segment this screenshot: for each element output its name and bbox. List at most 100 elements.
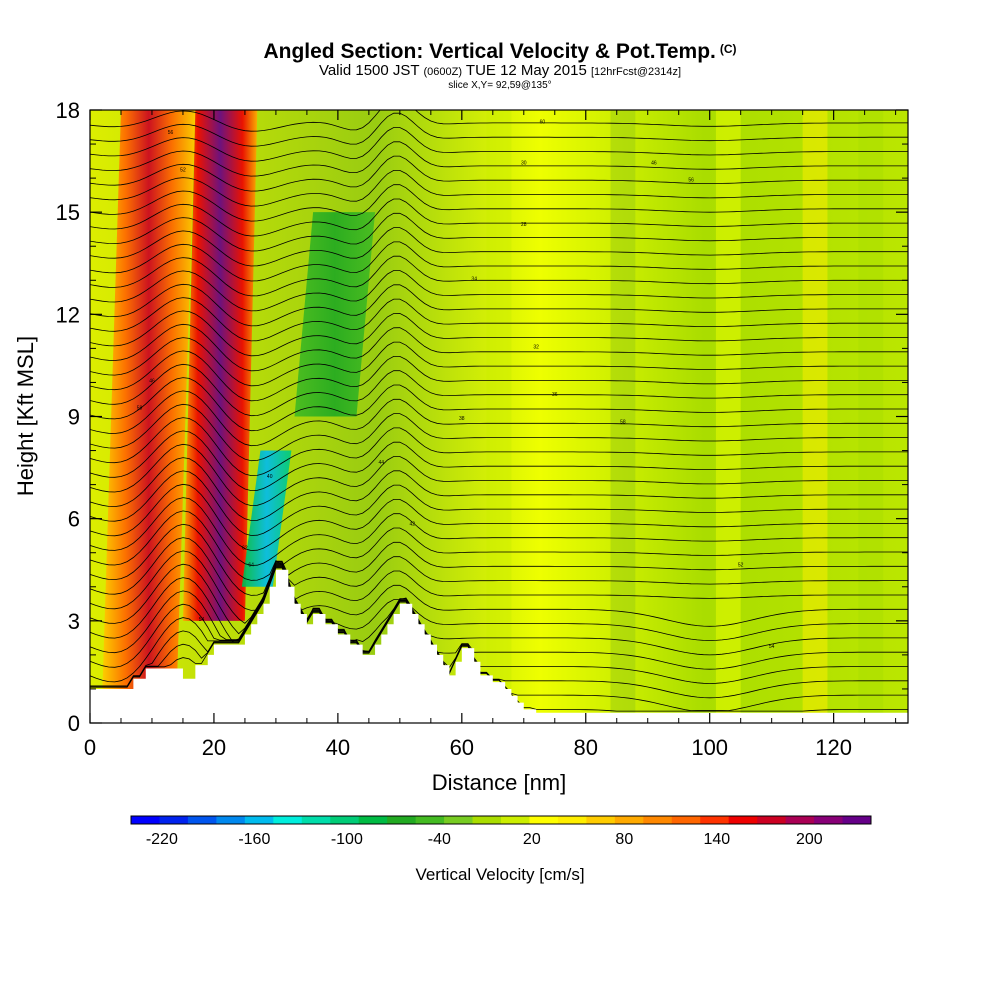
isentrope-line bbox=[90, 430, 908, 492]
isentrope-line bbox=[90, 227, 908, 267]
colorbar-swatch bbox=[643, 816, 673, 824]
colorbar: -220 -160 -100 -40 20 80 140 200 bbox=[130, 815, 872, 848]
chart-title-tag: (C) bbox=[719, 42, 737, 56]
contour-label: 34 bbox=[471, 276, 477, 282]
x-tick-label: 40 bbox=[326, 735, 350, 760]
isentrope-line bbox=[90, 350, 908, 402]
colorbar-swatch bbox=[557, 816, 587, 824]
isentrope-line bbox=[90, 297, 908, 342]
contour-label: 42 bbox=[409, 521, 415, 527]
isentrope-line bbox=[90, 497, 908, 566]
velocity-streak bbox=[802, 110, 828, 723]
x-tick-label: 20 bbox=[202, 735, 226, 760]
colorbar-swatch bbox=[216, 816, 246, 824]
valid-zulu: (0600Z) bbox=[423, 66, 462, 78]
colorbar-tick-label: 80 bbox=[615, 831, 633, 848]
title-block: Angled Section: Vertical Velocity & Pot.… bbox=[0, 38, 1000, 92]
y-tick-label: 18 bbox=[56, 98, 80, 123]
x-tick-label: 0 bbox=[84, 735, 96, 760]
isentrope-line bbox=[90, 565, 908, 684]
y-tick-label: 9 bbox=[68, 405, 80, 430]
velocity-streak bbox=[715, 110, 741, 723]
valid-prefix: Valid 1500 JST bbox=[318, 62, 420, 79]
isentrope-line bbox=[90, 417, 908, 477]
contour-label: 58 bbox=[620, 419, 626, 425]
colorbar-swatch bbox=[330, 816, 360, 824]
isentrope-line bbox=[90, 337, 908, 387]
colorbar-swatch bbox=[159, 816, 189, 824]
isentrope-line bbox=[90, 377, 908, 432]
velocity-bands bbox=[102, 110, 884, 723]
isentrope-line bbox=[90, 255, 908, 297]
colorbar-title: Vertical Velocity [cm/s] bbox=[415, 865, 584, 884]
isentrope-line bbox=[90, 564, 908, 656]
colorbar-swatch bbox=[842, 816, 872, 824]
colorbar-swatch bbox=[415, 816, 445, 824]
x-tick-label: 120 bbox=[815, 735, 852, 760]
colorbar-swatch bbox=[728, 816, 758, 824]
potential-temperature-contours: 58 46 56 52 54 62 64 40 44 42 38 60 30 28 34 32 36 58 46 56… bbox=[90, 110, 908, 712]
isentrope-line bbox=[90, 537, 908, 611]
isentrope-line bbox=[90, 141, 908, 177]
isentrope-line bbox=[90, 184, 908, 222]
isentrope-line bbox=[90, 457, 908, 521]
colorbar-swatch bbox=[444, 816, 474, 824]
colorbar-swatch bbox=[814, 816, 844, 824]
valid-time: Valid 1500 JST (0600Z) TUE 12 May 2015 [… bbox=[0, 63, 1000, 80]
contour-label: 52 bbox=[180, 167, 186, 173]
isentrope-line bbox=[90, 270, 908, 312]
forecast-info: [12hrFcst@2314z] bbox=[590, 66, 682, 78]
colorbar-swatch bbox=[700, 816, 730, 824]
isentrope-line bbox=[90, 483, 908, 551]
plot-area: 58 46 56 52 54 62 64 40 44 42 38 60 30 28 34 32 36 58 46 56… bbox=[90, 110, 908, 723]
colorbar-swatch bbox=[472, 816, 502, 824]
contour-label: 62 bbox=[242, 545, 248, 551]
isentrope-line bbox=[90, 155, 908, 192]
contour-label: 30 bbox=[521, 160, 527, 166]
velocity-band-west-updraft bbox=[102, 110, 196, 689]
y-tick-label: 3 bbox=[68, 609, 80, 634]
colorbar-tick-label: -100 bbox=[331, 831, 363, 848]
isentrope-line bbox=[90, 567, 908, 712]
isentrope-line bbox=[90, 523, 908, 596]
contour-label: 38 bbox=[459, 416, 465, 422]
colorbar-swatch bbox=[273, 816, 303, 824]
contour-label: 56 bbox=[168, 130, 174, 136]
velocity-streak bbox=[858, 110, 884, 723]
isentrope-line bbox=[90, 564, 908, 670]
isentrope-line bbox=[90, 510, 908, 581]
contour-label: 46 bbox=[651, 160, 657, 166]
isentrope-line bbox=[90, 470, 908, 536]
isentrope-line bbox=[90, 323, 908, 372]
x-tick-label: 100 bbox=[691, 735, 728, 760]
y-tick-label: 15 bbox=[56, 200, 80, 225]
colorbar-swatch bbox=[187, 816, 217, 824]
isentrope-line bbox=[90, 550, 908, 624]
isentrope-line bbox=[90, 567, 908, 712]
chart-title-text: Angled Section: Vertical Velocity & Pot.… bbox=[263, 40, 716, 63]
isentrope-line bbox=[90, 390, 908, 447]
colorbar-swatch bbox=[785, 816, 815, 824]
isentrope-line bbox=[90, 562, 908, 635]
isentrope-line bbox=[90, 110, 908, 132]
velocity-streak bbox=[610, 110, 636, 723]
chart-title: Angled Section: Vertical Velocity & Pot.… bbox=[0, 38, 1000, 63]
x-tick-label: 60 bbox=[450, 735, 474, 760]
colorbar-tick-label: 20 bbox=[523, 831, 541, 848]
contour-label: 28 bbox=[521, 222, 527, 228]
colorbar-tick-label: -40 bbox=[428, 831, 451, 848]
velocity-band-lee-downdraft bbox=[241, 450, 292, 587]
contour-label: 36 bbox=[552, 392, 558, 398]
colorbar-swatch bbox=[757, 816, 787, 824]
velocity-band-mid-level-downdraft bbox=[294, 212, 376, 417]
colorbar-swatch bbox=[586, 816, 616, 824]
isentrope-line bbox=[90, 212, 908, 252]
x-axis-title: Distance [nm] bbox=[432, 770, 567, 795]
contour-label: 64 bbox=[248, 562, 254, 568]
colorbar-tick-label: 140 bbox=[703, 831, 730, 848]
y-axis-title: Height [Kft MSL] bbox=[13, 336, 38, 496]
contour-label: 46 bbox=[149, 378, 155, 384]
y-tick-label: 6 bbox=[68, 507, 80, 532]
isentrope-line bbox=[90, 198, 908, 237]
terrain-mask bbox=[90, 569, 908, 723]
